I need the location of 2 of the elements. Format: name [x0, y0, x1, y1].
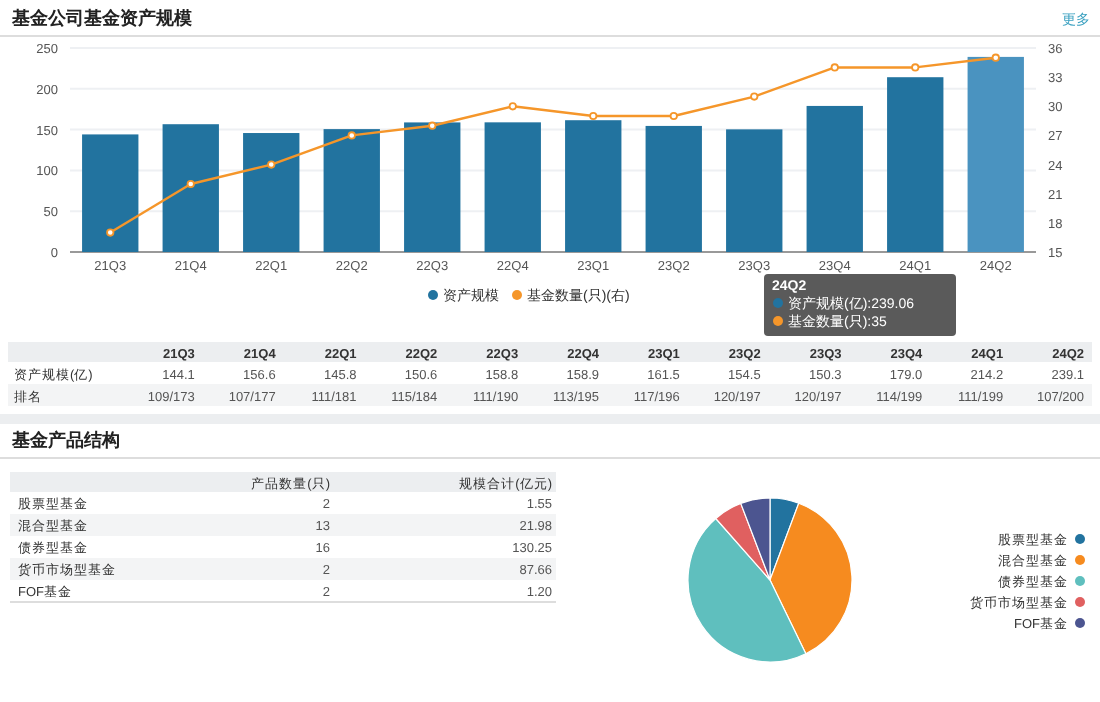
chart-title: 基金公司基金资产规模 — [10, 8, 194, 28]
text: 基金产品结构 — [10, 430, 120, 450]
